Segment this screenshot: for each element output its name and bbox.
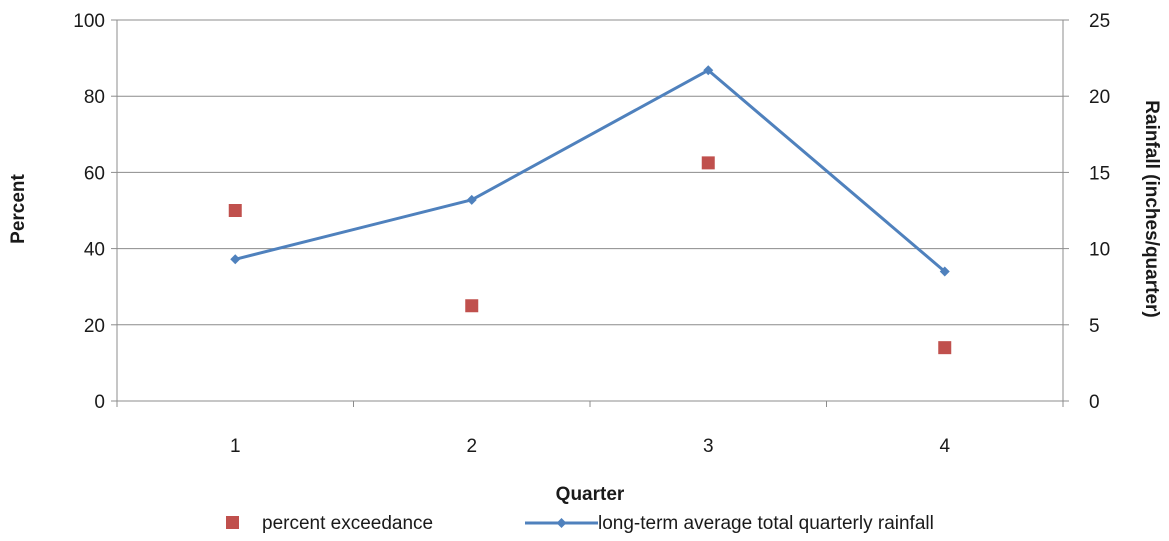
legend-swatch-exceedance — [226, 516, 239, 529]
exceedance-point — [228, 204, 242, 217]
rainfall-point — [703, 65, 714, 76]
y-left-tick-label: 40 — [84, 240, 105, 261]
rainfall-line — [234, 68, 946, 273]
legend-label-rainfall: long-term average total quarterly rainfa… — [598, 513, 934, 534]
y-right-axis-title: Rainfall (inches/quarter) — [1141, 100, 1162, 318]
rainfall-point — [466, 194, 477, 205]
y-right-tick-label: 10 — [1089, 240, 1110, 261]
gridlines — [117, 19, 1063, 326]
y-right-tick-label: 5 — [1089, 316, 1100, 337]
y-right-tick-label: 15 — [1089, 163, 1110, 184]
legend: percent exceedance long-term average tot… — [226, 513, 934, 534]
y-right-tick-label: 0 — [1089, 392, 1100, 413]
x-tick-label: 3 — [703, 436, 714, 457]
y-right-tick-label: 20 — [1089, 87, 1110, 108]
y-right-tick-label: 25 — [1089, 11, 1110, 32]
x-tick-label: 4 — [939, 436, 950, 457]
y-left-tick-label: 20 — [84, 316, 105, 337]
y-left-tick-label: 80 — [84, 87, 105, 108]
x-axis-title: Quarter — [556, 484, 625, 505]
y-right-ticks: 0 5 10 15 20 25 — [1063, 11, 1110, 413]
x-tick-label: 2 — [466, 436, 477, 457]
exceedance-series — [228, 156, 952, 355]
exceedance-point — [701, 156, 715, 170]
y-left-ticks: 0 20 40 60 80 100 — [73, 11, 117, 413]
exceedance-point — [465, 299, 479, 313]
y-left-axis-title: Percent — [8, 173, 29, 243]
exceedance-point — [938, 341, 952, 355]
axes — [116, 20, 1064, 402]
y-left-tick-label: 100 — [73, 11, 105, 32]
y-left-tick-label: 0 — [94, 392, 105, 413]
y-left-tick-label: 60 — [84, 163, 105, 184]
x-tick-label: 1 — [230, 436, 241, 457]
legend-marker-rainfall — [556, 518, 567, 528]
legend-label-exceedance: percent exceedance — [262, 513, 433, 534]
rainfall-point — [939, 266, 950, 277]
rainfall-series — [230, 65, 950, 277]
rainfall-point — [230, 254, 241, 265]
x-ticks: 1 2 3 4 — [116, 401, 1064, 457]
